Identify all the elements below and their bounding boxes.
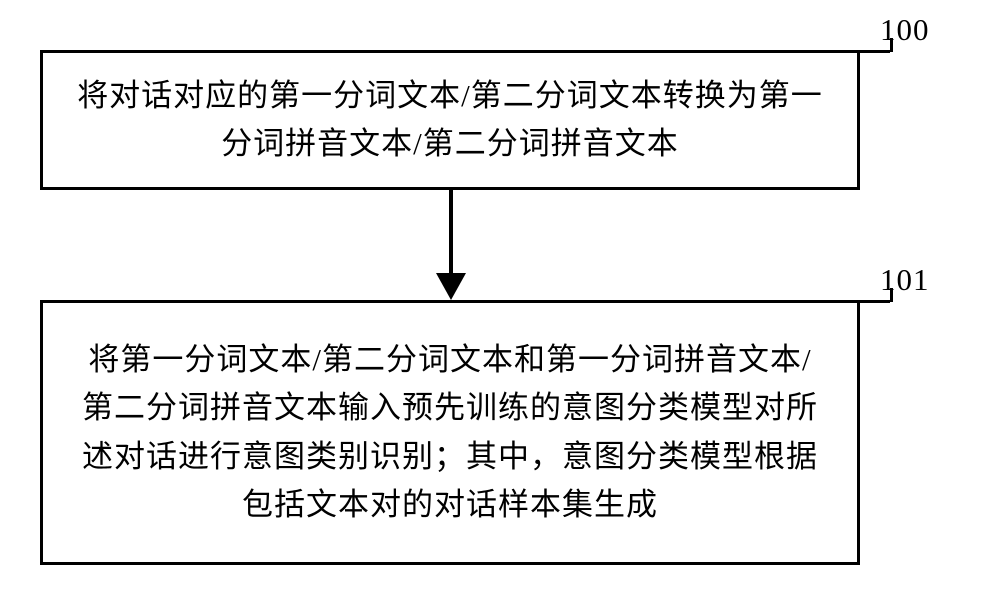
step-label-100: 100: [880, 12, 930, 48]
callout-line-100-h: [860, 50, 890, 53]
step-box-100: 将对话对应的第一分词文本/第二分词文本转换为第一分词拼音文本/第二分词拼音文本: [40, 50, 860, 190]
callout-line-101-h: [860, 300, 890, 303]
step-label-101: 101: [880, 262, 930, 298]
step-text-100: 将对话对应的第一分词文本/第二分词文本转换为第一分词拼音文本/第二分词拼音文本: [73, 72, 827, 168]
arrow-head: [436, 273, 466, 300]
flowchart-canvas: 100 将对话对应的第一分词文本/第二分词文本转换为第一分词拼音文本/第二分词拼…: [0, 0, 1000, 610]
step-text-101: 将第一分词文本/第二分词文本和第一分词拼音文本/第二分词拼音文本输入预先训练的意…: [73, 336, 827, 528]
arrow-shaft: [449, 190, 453, 275]
step-box-101: 将第一分词文本/第二分词文本和第一分词拼音文本/第二分词拼音文本输入预先训练的意…: [40, 300, 860, 565]
